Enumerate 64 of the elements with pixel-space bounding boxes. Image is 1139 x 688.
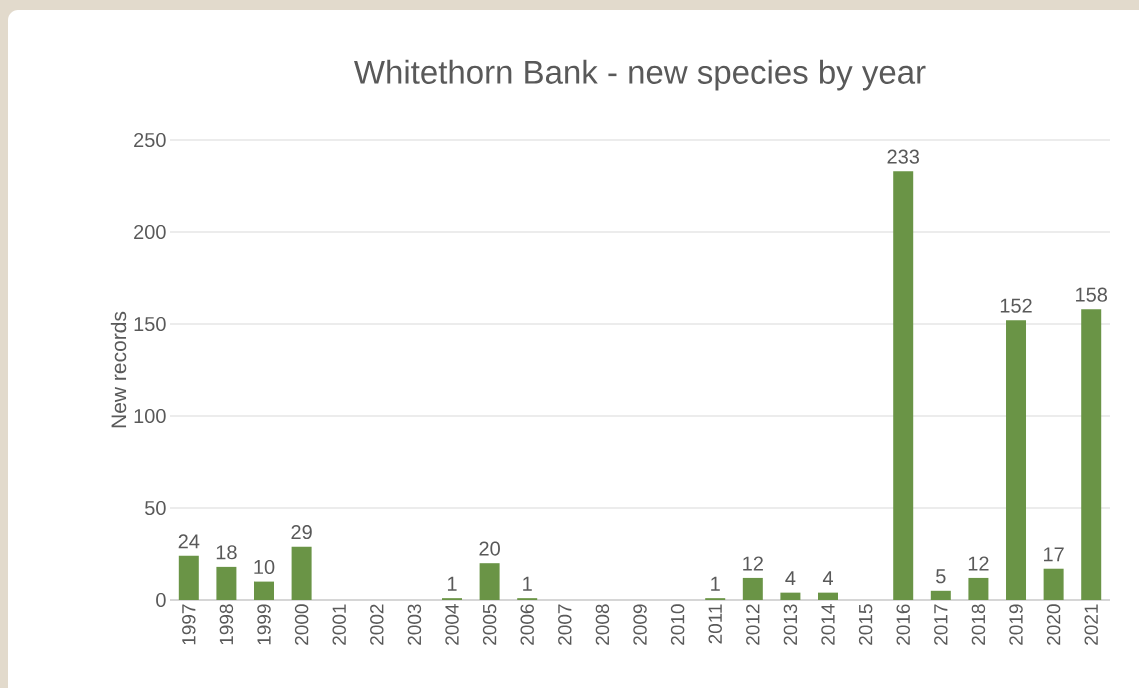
data-label: 4 [822, 571, 833, 586]
x-tick-label: 2019 [1009, 604, 1023, 645]
bar [930, 590, 951, 600]
x-tick-label: 2004 [445, 604, 459, 645]
x-tick-label: 2003 [407, 604, 422, 645]
x-tick-label: 1999 [257, 604, 271, 645]
bar [742, 577, 763, 600]
data-label: 12 [743, 556, 763, 571]
bar [479, 563, 500, 600]
data-label: 1 [711, 576, 720, 591]
x-tick-label: 2009 [633, 604, 647, 645]
y-tick-label: 50 [145, 500, 166, 516]
bar [780, 592, 801, 600]
data-label: 24 [178, 534, 200, 549]
x-tick-label: 2002 [370, 604, 384, 645]
x-tick-label: 1997 [182, 604, 196, 645]
x-tick-label: 2005 [482, 604, 497, 645]
data-label: 5 [936, 569, 946, 584]
data-label: 12 [968, 556, 989, 571]
bar [818, 592, 839, 600]
bar [178, 555, 199, 600]
bar [1043, 568, 1064, 600]
bar [1081, 309, 1102, 600]
data-label: 18 [216, 545, 237, 560]
x-tick-label: 2000 [294, 604, 309, 645]
x-tick-label: 2006 [520, 604, 534, 645]
y-tick-label: 100 [134, 408, 166, 424]
data-label: 1 [447, 576, 457, 591]
bar [1006, 320, 1027, 600]
y-tick-label: 150 [134, 316, 166, 332]
chart-title: Whitethorn Bank - new species by year [354, 59, 926, 91]
y-tick-label: 0 [156, 592, 166, 608]
x-tick-label: 2015 [858, 604, 873, 645]
x-tick-label: 2016 [896, 604, 910, 645]
x-tick-label: 2021 [1084, 604, 1098, 645]
bar [291, 546, 312, 600]
y-tick-label: 250 [134, 132, 166, 148]
data-label: 233 [887, 149, 920, 164]
data-label: 10 [254, 559, 275, 575]
x-tick-label: 2014 [821, 604, 835, 645]
x-tick-label: 2018 [971, 604, 986, 645]
bar [216, 566, 237, 600]
data-label: 20 [479, 541, 500, 556]
data-label: 152 [1000, 298, 1032, 313]
x-tick-label: 2012 [746, 604, 760, 645]
x-tick-label: 2011 [708, 604, 722, 644]
y-tick-label: 200 [134, 224, 166, 240]
data-label: 1 [523, 576, 532, 591]
data-label: 158 [1076, 287, 1108, 302]
x-tick-label: 2007 [558, 604, 572, 645]
x-tick-label: 2010 [670, 604, 685, 645]
bar [893, 171, 914, 600]
data-label: 17 [1044, 547, 1064, 562]
y-axis-title: New records [110, 311, 127, 428]
x-tick-label: 2001 [332, 604, 346, 645]
bar [254, 581, 275, 600]
data-label: 4 [785, 571, 796, 586]
x-tick-label: 2013 [783, 604, 798, 645]
x-tick-label: 1998 [219, 604, 234, 645]
x-tick-label: 2008 [595, 604, 610, 645]
bar [968, 577, 989, 600]
data-label: 29 [291, 524, 312, 540]
x-tick-label: 2017 [934, 604, 948, 645]
x-tick-label: 2020 [1046, 604, 1061, 645]
